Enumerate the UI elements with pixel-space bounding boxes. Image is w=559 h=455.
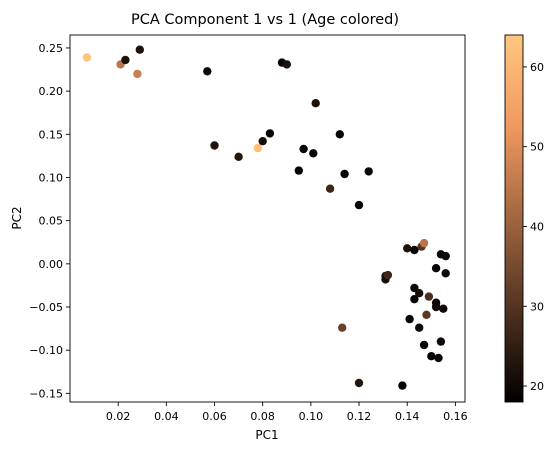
y-tick-label: 0.15 xyxy=(39,128,64,141)
data-point xyxy=(336,130,344,138)
y-tick-label: 0.00 xyxy=(39,258,64,271)
data-point xyxy=(437,337,445,345)
colorbar-tick-label: 60 xyxy=(530,61,544,74)
y-tick-label: 0.25 xyxy=(39,42,64,55)
data-point xyxy=(283,60,291,68)
data-point xyxy=(309,149,317,157)
data-point xyxy=(384,271,392,279)
data-point xyxy=(266,129,274,137)
y-tick-label: −0.10 xyxy=(29,344,63,357)
data-point xyxy=(432,264,440,272)
data-point xyxy=(326,185,334,193)
x-tick-label: 0.04 xyxy=(154,410,179,423)
data-point xyxy=(415,289,423,297)
data-point xyxy=(338,324,346,332)
x-tick-label: 0.08 xyxy=(250,410,275,423)
data-point xyxy=(398,381,406,389)
data-point xyxy=(427,352,435,360)
data-point xyxy=(442,269,450,277)
x-tick-label: 0.12 xyxy=(347,410,372,423)
data-point xyxy=(365,167,373,175)
data-point xyxy=(425,292,433,300)
colorbar-tick-label: 40 xyxy=(530,220,544,233)
data-point xyxy=(442,252,450,260)
data-point xyxy=(312,99,320,107)
data-point xyxy=(420,239,428,247)
x-axis-ticks: 0.02 0.04 0.06 0.08 0.10 0.12 0.14 0.16 xyxy=(106,402,468,423)
data-point xyxy=(355,201,363,209)
colorbar-tick-label: 20 xyxy=(530,380,544,393)
data-point xyxy=(295,166,303,174)
y-axis-label: PC2 xyxy=(10,206,24,229)
data-point xyxy=(405,315,413,323)
data-point xyxy=(415,324,423,332)
data-point xyxy=(355,379,363,387)
x-axis-label: PC1 xyxy=(255,428,278,442)
x-tick-label: 0.10 xyxy=(299,410,324,423)
x-tick-label: 0.06 xyxy=(202,410,227,423)
data-point xyxy=(403,244,411,252)
y-tick-label: 0.10 xyxy=(39,171,64,184)
data-point xyxy=(210,141,218,149)
x-tick-label: 0.14 xyxy=(395,410,420,423)
data-point xyxy=(434,354,442,362)
x-tick-label: 0.16 xyxy=(443,410,468,423)
data-point xyxy=(234,153,242,161)
data-point xyxy=(121,56,129,64)
y-tick-label: 0.20 xyxy=(39,85,64,98)
x-tick-label: 0.02 xyxy=(106,410,131,423)
data-point xyxy=(136,46,144,54)
y-tick-label: −0.15 xyxy=(29,387,63,400)
y-axis-ticks: −0.15 −0.10 −0.05 0.00 0.05 0.10 0.15 0.20 0.25 xyxy=(29,42,70,400)
data-point xyxy=(203,67,211,75)
colorbar-ticks: 20 30 40 50 60 xyxy=(523,61,544,393)
plot-background xyxy=(70,35,465,402)
y-tick-label: −0.05 xyxy=(29,301,63,314)
data-point xyxy=(410,246,418,254)
plot-area: 0.02 0.04 0.06 0.08 0.10 0.12 0.14 0.16 −0.15−0… xyxy=(29,35,467,423)
data-point xyxy=(133,70,141,78)
data-point xyxy=(83,53,91,61)
data-point xyxy=(259,137,267,145)
data-point xyxy=(422,311,430,319)
colorbar-tick-label: 30 xyxy=(530,300,544,313)
data-point xyxy=(420,341,428,349)
colorbar-tick-label: 50 xyxy=(530,141,544,154)
data-point xyxy=(299,145,307,153)
data-point xyxy=(254,144,262,152)
colorbar-gradient xyxy=(505,35,523,402)
chart-title: PCA Component 1 vs 1 (Age colored) xyxy=(131,12,399,28)
data-point xyxy=(439,305,447,313)
data-point xyxy=(432,303,440,311)
y-tick-label: 0.05 xyxy=(39,215,64,228)
data-point xyxy=(340,170,348,178)
colorbar: 20 30 40 50 60 xyxy=(505,35,544,402)
